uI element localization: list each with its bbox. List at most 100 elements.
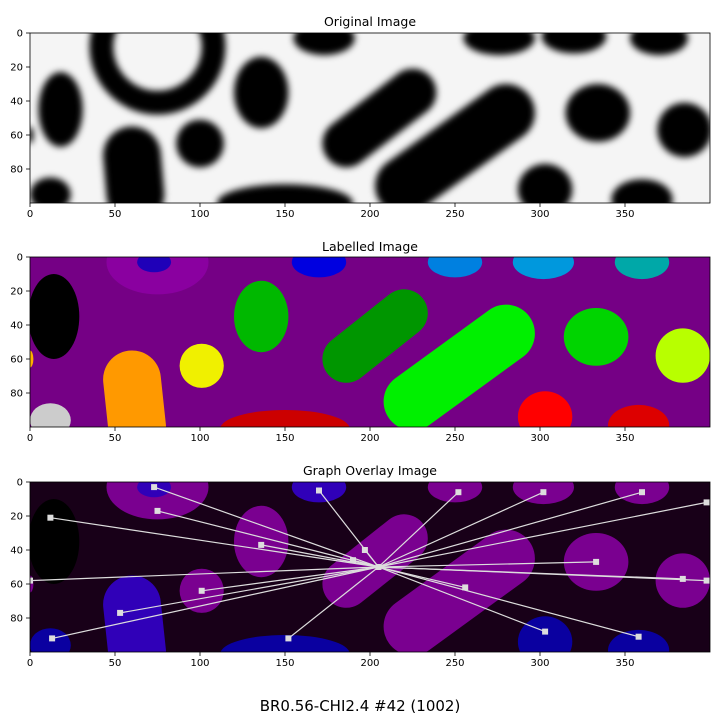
dark-blob (176, 119, 224, 168)
graph-edge (30, 566, 379, 582)
y-tick-label: 20 (10, 287, 23, 298)
graph-node (151, 484, 158, 491)
panel-title-graph-overlay: Graph Overlay Image (303, 463, 437, 478)
graph-node (540, 489, 547, 496)
graph-node (635, 633, 642, 640)
dark-blob (375, 84, 535, 203)
y-tick-label: 60 (10, 131, 23, 142)
graph-edge (352, 559, 379, 568)
overlay-region (427, 482, 483, 503)
labelled-region (103, 350, 167, 427)
labelled-region (234, 280, 289, 353)
x-tick-label: 350 (615, 433, 634, 444)
graph-edge (378, 491, 544, 568)
graph-edge (378, 491, 643, 568)
graph-node (285, 635, 292, 642)
x-tick-label: 100 (190, 209, 209, 220)
labelled-region (427, 257, 483, 278)
graph-node (703, 577, 710, 584)
labelled-region (30, 403, 71, 427)
graph-edge (378, 501, 707, 568)
dark-blob (38, 72, 83, 147)
labelled-region (291, 257, 347, 278)
dark-blob (30, 177, 71, 203)
labelled-region (655, 328, 710, 383)
labelled-image-plot (30, 257, 710, 427)
graph-node (198, 587, 205, 594)
graph-hub-node (375, 564, 382, 570)
labelled-region (512, 257, 574, 280)
dark-blob (517, 163, 573, 203)
y-tick-label: 40 (10, 97, 23, 108)
labelled-region (322, 289, 428, 383)
dark-blob (30, 126, 34, 144)
y-tick-label: 0 (17, 29, 23, 40)
graph-edge (261, 544, 379, 568)
labelled-region (614, 257, 670, 280)
labelled-region (179, 343, 224, 388)
graph-node (316, 487, 322, 494)
x-tick-label: 0 (27, 433, 33, 444)
dark-blob (657, 102, 710, 158)
dark-blob (463, 33, 535, 56)
labelled-region (30, 274, 80, 359)
graph-edge (378, 566, 707, 582)
graph-node (679, 575, 686, 582)
overlay-region (234, 505, 289, 578)
graph-node (117, 609, 124, 616)
overlay-region (106, 482, 209, 520)
graph-node (542, 628, 549, 635)
y-tick-label: 80 (10, 389, 23, 400)
labelled-region (137, 257, 172, 273)
overlay-region (30, 628, 71, 652)
dark-blob (293, 33, 355, 56)
panel-title-labelled: Labelled Image (322, 239, 418, 254)
overlay-region (512, 482, 574, 505)
graph-node (462, 584, 469, 591)
y-tick-label: 80 (10, 614, 23, 625)
graph-edge (201, 566, 379, 592)
graph-overlay-panel: Graph Overlay Image 0 50 100 150 200 250 300 35… (10, 463, 711, 669)
graph-edge (157, 510, 379, 568)
x-tick-label: 300 (530, 658, 549, 669)
x-tick-label: 250 (445, 433, 464, 444)
axis-ticks: 0 50 100 150 200 250 300 350 0 20 40 60 80 (10, 253, 634, 445)
x-tick-label: 0 (27, 658, 33, 669)
labelled-region (106, 257, 209, 295)
x-tick-label: 100 (190, 658, 209, 669)
overlay-region (103, 575, 167, 652)
x-tick-label: 350 (615, 209, 634, 220)
graph-node (258, 541, 265, 548)
dark-blob (541, 33, 607, 54)
original-image-plot (30, 33, 710, 203)
y-tick-label: 60 (10, 355, 23, 366)
labelled-region (30, 350, 34, 368)
graph-node (593, 558, 600, 565)
graph-edge (153, 486, 379, 568)
y-tick-label: 20 (10, 512, 23, 523)
dark-blob (217, 184, 353, 203)
labelled-region (517, 391, 573, 427)
overlay-region (383, 529, 535, 652)
graph-node (703, 499, 710, 506)
graph-overlay-plot (30, 482, 710, 652)
x-tick-label: 300 (530, 433, 549, 444)
graph-edge (378, 561, 597, 568)
graph-node (350, 557, 356, 564)
x-tick-label: 200 (360, 209, 379, 220)
x-tick-label: 300 (530, 209, 549, 220)
x-tick-label: 200 (360, 433, 379, 444)
graph-node (639, 489, 645, 496)
panel-title-original: Original Image (324, 14, 416, 29)
graph-node (154, 507, 161, 514)
dark-blob (630, 33, 688, 56)
labelled-image-panel: Labelled Image 0 50 100 150 200 250 300 350 0 20 4… (10, 239, 711, 445)
graph-edge (378, 491, 459, 568)
graph-node (49, 635, 56, 642)
graph-edge (119, 566, 379, 614)
x-tick-label: 150 (275, 433, 294, 444)
axis-ticks: 0 50 100 150 200 250 300 350 0 20 40 60 80 (10, 29, 634, 221)
x-tick-label: 350 (615, 658, 634, 669)
overlay-region (30, 499, 80, 584)
